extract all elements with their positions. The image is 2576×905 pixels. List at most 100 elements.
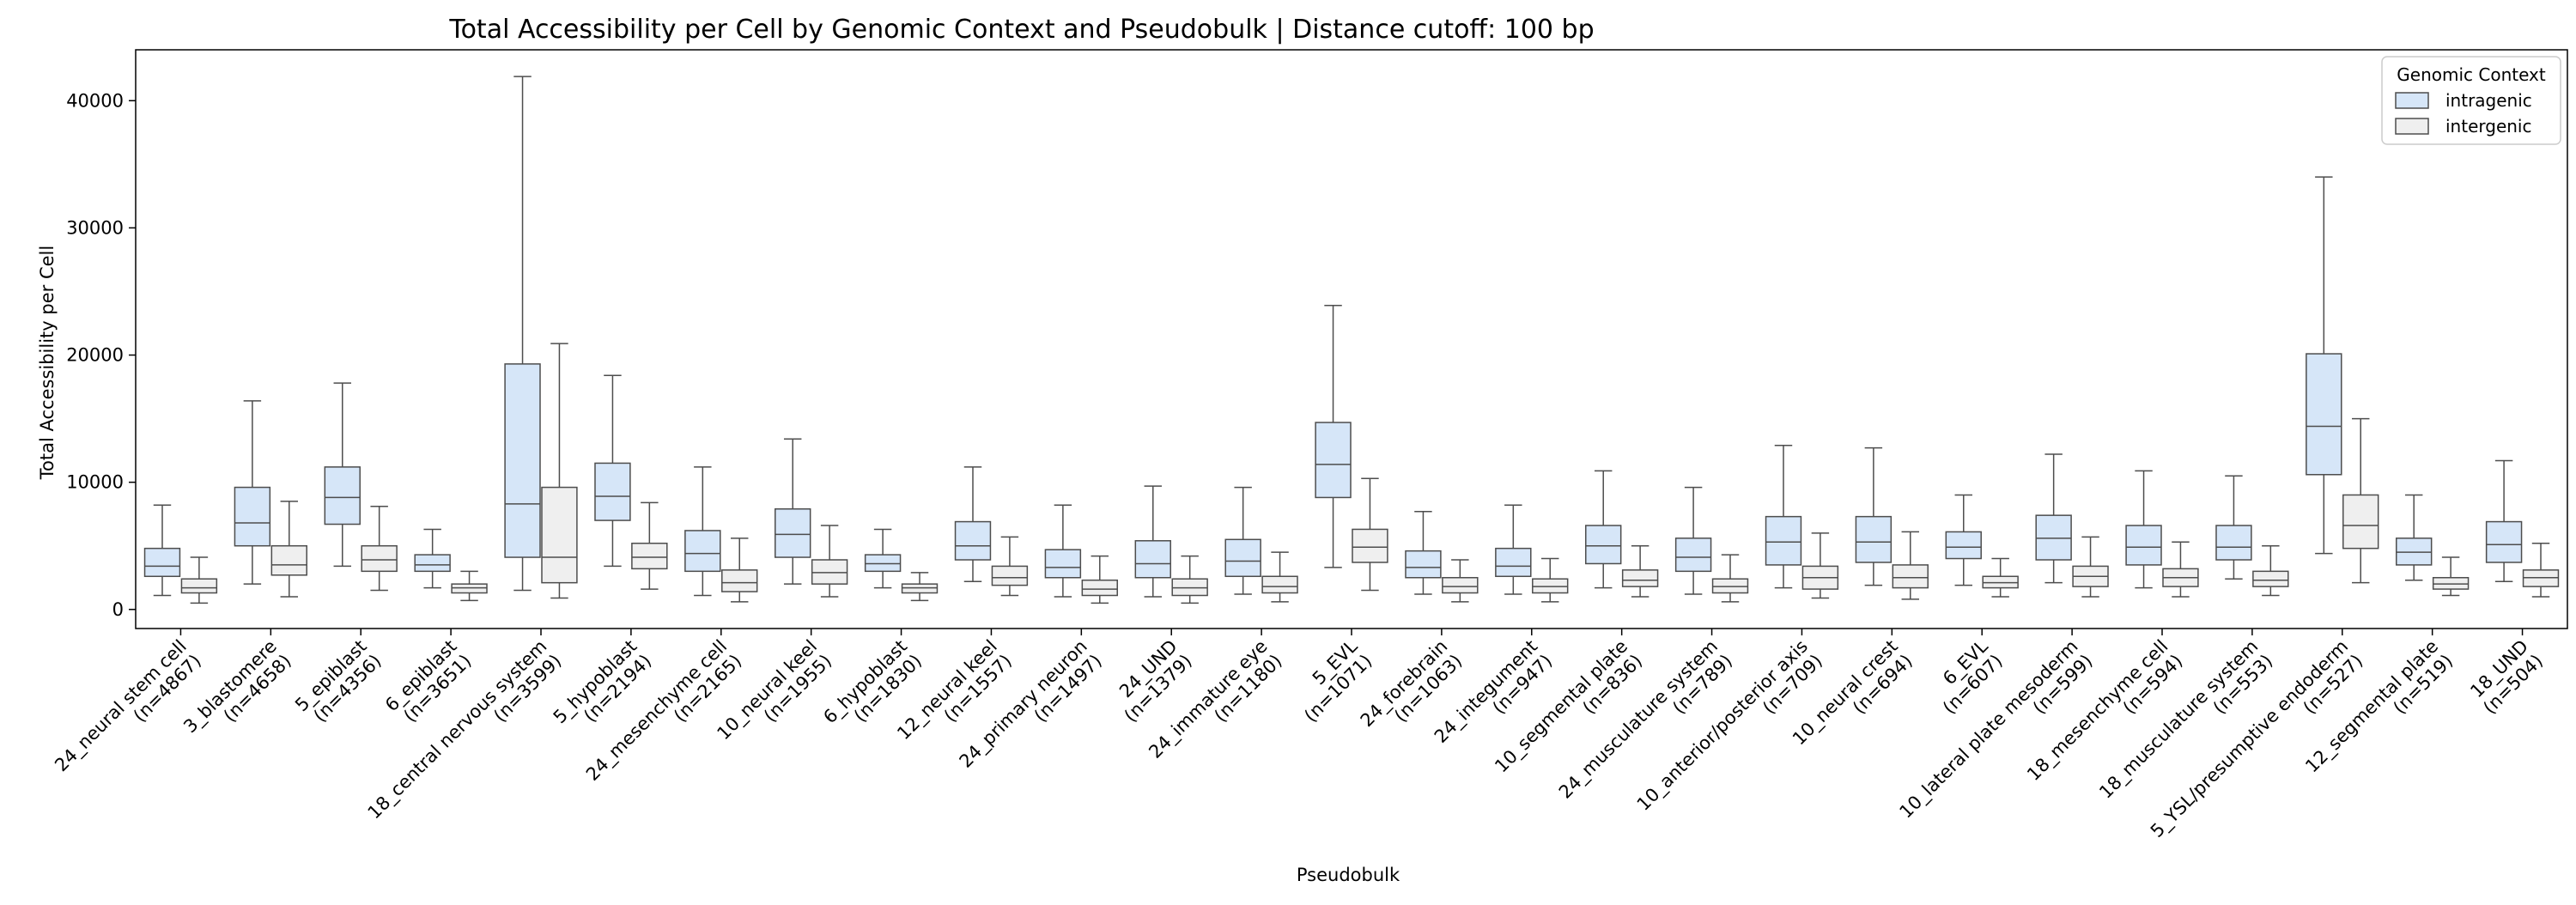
box-intragenic xyxy=(594,374,631,568)
box-iqr xyxy=(1315,422,1352,499)
box-intragenic xyxy=(2125,470,2162,589)
box-iqr xyxy=(1892,564,1929,589)
box-intergenic xyxy=(1621,544,1659,598)
box-iqr xyxy=(631,543,668,570)
box-iqr xyxy=(594,462,631,521)
box-intragenic xyxy=(143,504,181,597)
legend-swatch-intergenic xyxy=(2395,118,2429,135)
box-iqr xyxy=(1495,547,1532,578)
chart-title: Total Accessibility per Cell by Genomic … xyxy=(448,15,1594,45)
box-iqr xyxy=(1442,576,1479,594)
y-tick-label: 0 xyxy=(112,599,124,620)
box-intragenic xyxy=(414,528,451,589)
box-iqr xyxy=(2125,525,2162,566)
box-intergenic xyxy=(1982,557,2019,598)
box-intragenic xyxy=(1855,446,1893,586)
box-iqr xyxy=(1621,569,1659,587)
box-iqr xyxy=(414,554,451,573)
box-intergenic xyxy=(1261,551,1298,603)
box-iqr xyxy=(2252,570,2289,587)
box-intergenic xyxy=(361,506,398,592)
legend-label-intergenic: intergenic xyxy=(2445,116,2531,137)
x-tick-label: 24_neural stem cell(n=4867) xyxy=(51,636,205,791)
plot-area: 0 10000 20000 30000 40000 24_neural stem cell… xyxy=(51,49,2568,842)
box-iqr xyxy=(180,578,218,594)
y-tick-label: 30000 xyxy=(66,217,124,238)
box-intragenic xyxy=(2485,459,2523,582)
box-intergenic xyxy=(1892,531,1929,600)
x-axis-label: Pseudobulk xyxy=(1297,865,1400,885)
box-intragenic xyxy=(2035,453,2072,584)
box-intergenic xyxy=(2252,544,2289,597)
plot-frame xyxy=(135,49,2568,629)
box-iqr xyxy=(954,520,992,561)
box-iqr xyxy=(234,486,271,547)
box-iqr xyxy=(1044,549,1082,579)
box-intragenic xyxy=(2396,494,2433,581)
y-tick-label: 20000 xyxy=(66,345,124,366)
box-intergenic xyxy=(180,556,218,604)
box-intragenic xyxy=(1224,486,1261,595)
legend: Genomic Context intragenic intergenic xyxy=(2381,56,2561,145)
box-iqr xyxy=(2485,520,2523,563)
box-intragenic xyxy=(2306,176,2342,555)
box-iqr xyxy=(1585,525,1622,565)
box-intergenic xyxy=(1442,559,1479,603)
box-intergenic xyxy=(631,501,668,590)
x-tick-label: 3_blastomere(n=4658) xyxy=(179,636,295,752)
box-iqr xyxy=(2215,525,2252,561)
box-intergenic xyxy=(811,525,848,598)
legend-label-intragenic: intragenic xyxy=(2445,90,2532,111)
box-iqr xyxy=(324,466,361,525)
box-iqr xyxy=(1081,579,1118,597)
box-intergenic xyxy=(1532,557,1569,603)
box-intergenic xyxy=(2522,543,2560,598)
box-iqr xyxy=(1945,531,1982,560)
box-intergenic xyxy=(2342,417,2379,584)
box-intragenic xyxy=(684,466,721,597)
box-intragenic xyxy=(1044,504,1082,598)
box-intergenic xyxy=(1711,554,1749,603)
box-intergenic xyxy=(721,538,758,603)
box-intergenic xyxy=(1352,477,1388,592)
box-intergenic xyxy=(541,343,578,599)
y-tick-label: 40000 xyxy=(66,90,124,111)
box-iqr xyxy=(2306,353,2342,476)
box-intergenic xyxy=(451,570,488,602)
box-iqr xyxy=(1855,515,1893,563)
box-iqr xyxy=(504,363,541,558)
box-iqr xyxy=(1674,538,1712,573)
box-iqr xyxy=(1405,550,1442,579)
legend-swatch-intragenic xyxy=(2395,92,2429,109)
box-iqr xyxy=(2342,494,2379,550)
box-intragenic xyxy=(1405,510,1442,595)
y-axis-label: Total Accessibility per Cell xyxy=(37,246,58,480)
box-intragenic xyxy=(1765,444,1802,589)
box-iqr xyxy=(1261,575,1298,594)
box-iqr xyxy=(1134,540,1171,579)
box-intragenic xyxy=(2215,475,2252,580)
box-intragenic xyxy=(234,400,271,585)
box-iqr xyxy=(541,486,578,584)
box-iqr xyxy=(684,530,721,573)
x-tick-label: 6_EVL(n=607) xyxy=(1924,635,2007,718)
box-intergenic xyxy=(991,536,1029,597)
box-intergenic xyxy=(1171,555,1208,604)
box-intragenic xyxy=(1495,504,1532,595)
y-tick-label: 10000 xyxy=(66,472,124,493)
box-iqr xyxy=(143,547,181,578)
box-intergenic xyxy=(270,501,307,598)
legend-title: Genomic Context xyxy=(2397,64,2546,85)
box-intragenic xyxy=(954,466,992,582)
box-iqr xyxy=(270,544,307,576)
box-intergenic xyxy=(2162,541,2199,598)
box-intergenic xyxy=(2432,556,2470,597)
box-iqr xyxy=(991,565,1029,586)
box-iqr xyxy=(1352,528,1388,563)
box-intergenic xyxy=(2072,536,2109,598)
box-intragenic xyxy=(1674,486,1712,595)
box-intragenic xyxy=(1585,470,1622,589)
box-intragenic xyxy=(1315,304,1352,568)
